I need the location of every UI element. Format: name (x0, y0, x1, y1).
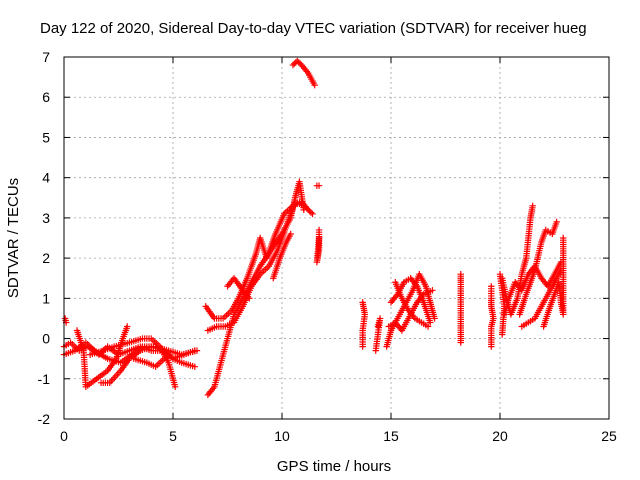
data-point (424, 323, 432, 330)
y-tick-label: 5 (42, 129, 50, 145)
data-point (359, 299, 366, 306)
data-point (124, 323, 131, 330)
data-point (553, 218, 560, 226)
data-point (529, 202, 536, 210)
data-point (161, 355, 168, 362)
data-point (287, 230, 294, 238)
data-point (315, 182, 323, 189)
data-point (429, 287, 436, 294)
data-point (171, 383, 179, 391)
data-point (457, 339, 464, 346)
data-point (315, 234, 323, 242)
data-point (431, 315, 438, 322)
grid-lines (64, 57, 609, 419)
data-point (300, 202, 307, 210)
y-tick-label: -1 (38, 371, 51, 387)
x-tick-label: 5 (169, 428, 177, 444)
data-point (488, 343, 495, 350)
data-point (191, 363, 198, 370)
data-point (246, 295, 253, 302)
x-tick-label: 20 (492, 428, 508, 444)
data-point (296, 60, 304, 67)
y-tick-label: -2 (38, 411, 51, 427)
x-axis-label: GPS time / hours (277, 458, 391, 475)
y-tick-label: 7 (42, 49, 50, 65)
y-tick-label: 4 (42, 170, 50, 186)
x-tick-label: 10 (274, 428, 290, 444)
data-point (560, 234, 567, 242)
data-point (311, 81, 318, 89)
data-point (307, 209, 315, 216)
data-point (309, 210, 316, 218)
data-point (374, 323, 382, 330)
data-point (427, 319, 434, 326)
data-points (60, 57, 567, 399)
data-point (193, 347, 201, 354)
data-point (498, 331, 506, 338)
y-axis-label: SDTVAR / TECUs (5, 178, 22, 298)
y-tick-label: 6 (42, 89, 50, 105)
x-tick-label: 0 (60, 428, 68, 444)
y-tick-label: 0 (42, 331, 50, 347)
y-tick-label: 1 (42, 290, 50, 306)
y-tick-label: 3 (42, 210, 50, 226)
y-tick-label: 2 (42, 250, 50, 266)
plot-frame (63, 56, 610, 420)
chart-title: Day 122 of 2020, Sidereal Day-to-day VTE… (40, 20, 587, 37)
x-tick-label: 15 (383, 428, 399, 444)
x-tick-label: 25 (601, 428, 617, 444)
